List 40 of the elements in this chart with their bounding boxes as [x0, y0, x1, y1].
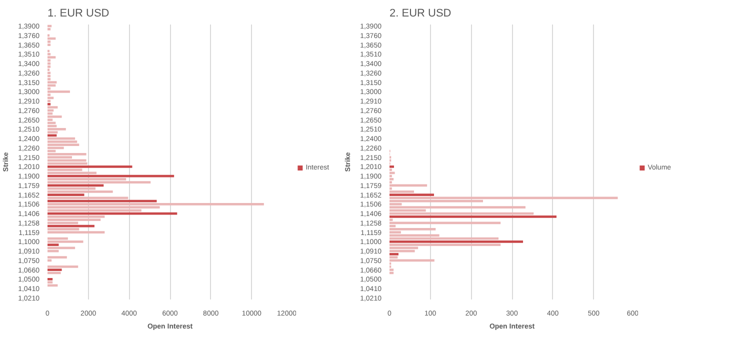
bar: [48, 231, 105, 234]
chart-title: 1. EUR USD: [48, 8, 110, 20]
bar: [48, 194, 84, 196]
bar: [48, 28, 51, 30]
bar: [48, 128, 66, 130]
bar: [390, 190, 414, 193]
bar: [48, 56, 56, 58]
bar: [390, 253, 398, 256]
bar: [48, 116, 62, 118]
bar: [48, 256, 67, 258]
bar: [48, 66, 51, 68]
bar: [48, 268, 62, 271]
bar: [48, 266, 78, 268]
bar: [390, 268, 394, 271]
bar: [390, 166, 394, 168]
bar: [390, 216, 557, 218]
bar: [48, 278, 53, 280]
bar: [48, 153, 86, 156]
bar: [48, 81, 57, 84]
bar: [390, 244, 501, 246]
bar: [48, 106, 58, 108]
bar: [48, 181, 151, 184]
bar: [48, 166, 132, 168]
bar: [48, 190, 113, 193]
bar: [390, 206, 526, 208]
bar: [390, 228, 436, 230]
bar: [48, 240, 84, 243]
bar: [48, 244, 59, 246]
bar: [48, 216, 105, 218]
bar: [390, 178, 394, 180]
bar: [390, 194, 434, 196]
bar: [48, 203, 264, 206]
chart-title: 2. EUR USD: [390, 8, 452, 20]
bar: [48, 44, 51, 46]
bar: [48, 140, 78, 143]
bar: [48, 144, 80, 146]
bar: [390, 240, 524, 243]
bar: [48, 103, 51, 106]
bar: [48, 218, 101, 221]
bar: [48, 90, 70, 93]
